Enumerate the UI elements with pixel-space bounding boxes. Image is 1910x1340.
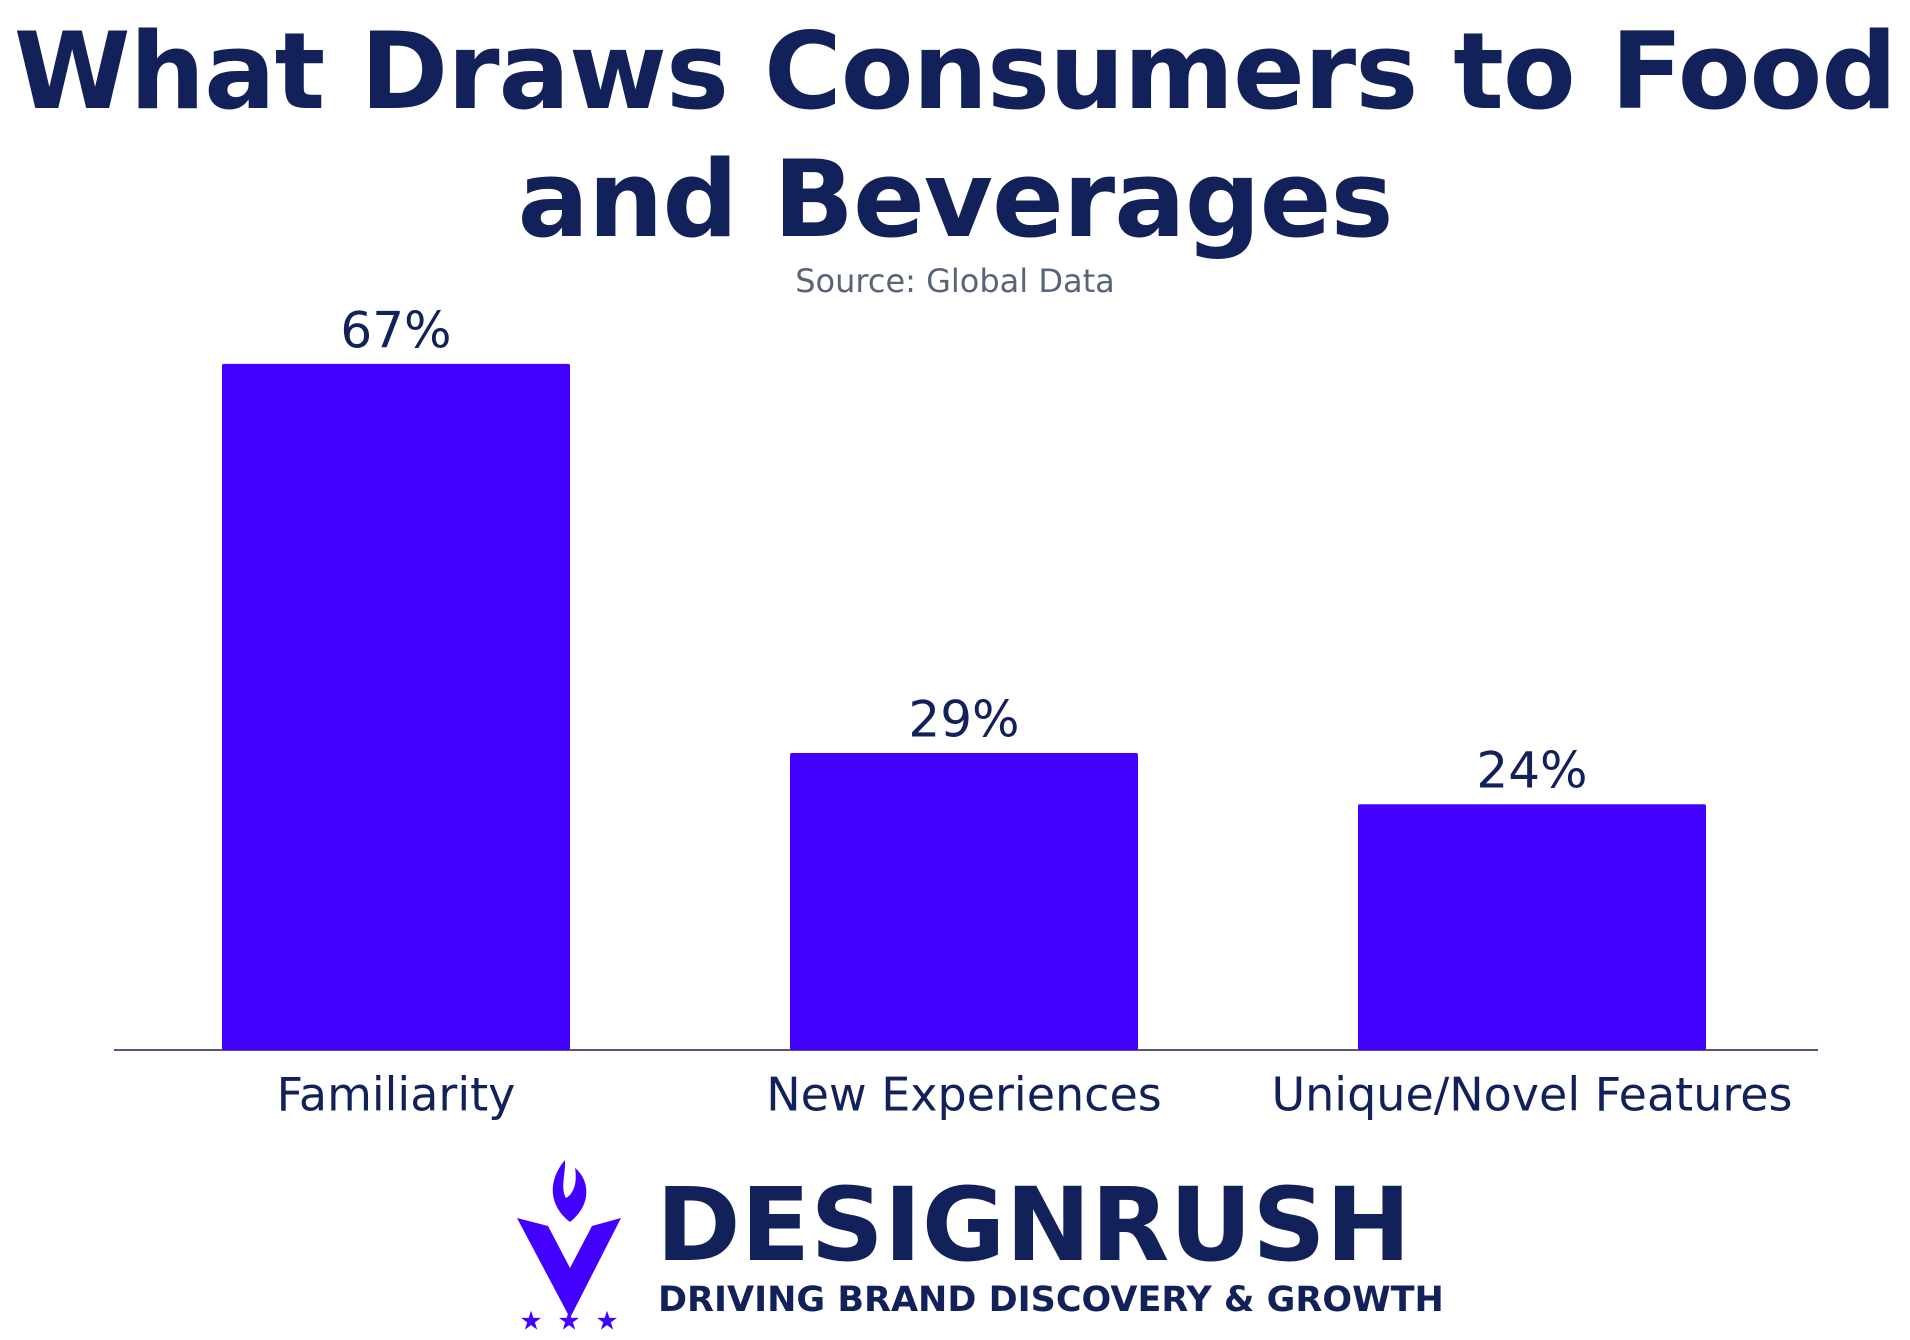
x-tick-label: New Experiences	[766, 1068, 1161, 1122]
bar	[790, 753, 1138, 1050]
value-label: 67%	[340, 301, 451, 359]
logo-icon	[517, 1218, 621, 1318]
bar	[1358, 804, 1706, 1050]
logo-stars: ★ ★ ★	[519, 1307, 618, 1337]
logo-name: DESIGNRUSH	[656, 1166, 1411, 1285]
x-tick-label: Familiarity	[277, 1068, 516, 1122]
value-label: 29%	[908, 691, 1019, 749]
svg-text:★: ★	[557, 1307, 580, 1337]
logo-tagline: DRIVING BRAND DISCOVERY & GROWTH	[658, 1280, 1444, 1320]
logo-flame	[552, 1160, 587, 1222]
value-label: 24%	[1476, 742, 1587, 800]
svg-text:★: ★	[595, 1307, 618, 1337]
chart-title: What Draws Consumers to Food and Beverag…	[13, 10, 1897, 261]
svg-text:★: ★	[519, 1307, 542, 1337]
x-tick-label: Unique/Novel Features	[1271, 1068, 1792, 1122]
logo: ★ ★ ★ DESIGNRUSH DRIVING BRAND DISCOVERY…	[517, 1160, 1444, 1337]
bar	[222, 363, 570, 1050]
chart-subtitle: Source: Global Data	[795, 262, 1115, 300]
